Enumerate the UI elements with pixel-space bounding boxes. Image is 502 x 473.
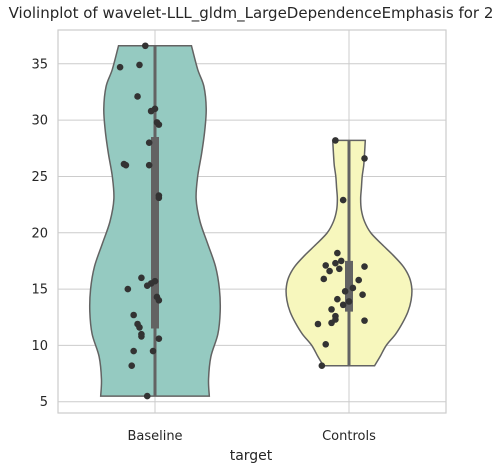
y-tick-label: 20 <box>31 226 48 241</box>
data-point-controls <box>322 262 330 269</box>
data-point-controls <box>349 284 357 292</box>
data-point-baseline <box>130 347 137 355</box>
data-point-controls <box>334 295 341 303</box>
data-point-baseline <box>122 161 130 169</box>
data-point-baseline <box>155 297 163 304</box>
y-tick-label: 25 <box>31 170 48 185</box>
data-point-controls <box>328 306 335 313</box>
x-axis-label: target <box>230 448 273 464</box>
y-tick-label: 35 <box>31 57 48 72</box>
data-point-baseline <box>124 285 132 293</box>
data-point-controls <box>332 137 339 144</box>
data-point-baseline <box>147 107 155 115</box>
y-tick-label: 30 <box>31 114 48 129</box>
data-point-controls <box>361 155 368 162</box>
data-point-controls <box>359 291 366 299</box>
data-point-controls <box>361 263 368 270</box>
x-tick-label: Controls <box>322 429 376 444</box>
data-point-controls <box>326 267 333 275</box>
data-point-baseline <box>143 392 151 400</box>
x-tick-labels: Baseline Controls <box>127 429 376 444</box>
data-point-controls <box>320 275 328 283</box>
data-point-baseline <box>155 335 163 342</box>
data-point-baseline <box>116 63 124 71</box>
y-tick-label: 10 <box>31 339 48 354</box>
y-tick-label: 15 <box>31 283 48 298</box>
chart-title: Violinplot of wavelet-LLL_gldm_LargeDepe… <box>9 4 494 23</box>
data-point-baseline <box>138 333 145 340</box>
data-point-baseline <box>128 362 136 369</box>
data-point-controls <box>334 249 341 257</box>
data-point-controls <box>339 196 347 204</box>
data-point-controls <box>341 288 349 295</box>
y-tick-label: 5 <box>40 395 48 410</box>
point-layer <box>116 42 368 400</box>
data-point-controls <box>328 319 335 327</box>
data-point-baseline <box>130 311 137 319</box>
data-point-baseline <box>136 61 143 69</box>
data-point-baseline <box>142 42 149 50</box>
data-point-baseline <box>145 139 153 146</box>
data-point-controls <box>355 276 363 284</box>
data-point-controls <box>337 257 345 265</box>
data-point-baseline <box>134 93 141 100</box>
data-point-baseline <box>155 121 163 128</box>
data-point-controls <box>322 340 330 348</box>
data-point-controls <box>339 301 347 309</box>
data-point-controls <box>318 362 326 369</box>
data-point-baseline <box>136 324 143 331</box>
data-point-baseline <box>155 194 163 202</box>
data-point-baseline <box>145 161 153 169</box>
data-point-controls <box>361 317 368 324</box>
y-tick-labels: 5 10 15 20 25 30 35 <box>31 57 48 410</box>
data-point-controls <box>345 298 353 305</box>
data-point-baseline <box>149 347 157 355</box>
x-tick-label: Baseline <box>127 429 182 444</box>
plot-frame <box>57 29 447 414</box>
data-point-baseline <box>138 274 145 282</box>
data-point-controls <box>336 265 343 273</box>
data-point-baseline <box>143 282 151 290</box>
data-point-controls <box>314 320 322 328</box>
data-point-controls <box>332 259 339 267</box>
